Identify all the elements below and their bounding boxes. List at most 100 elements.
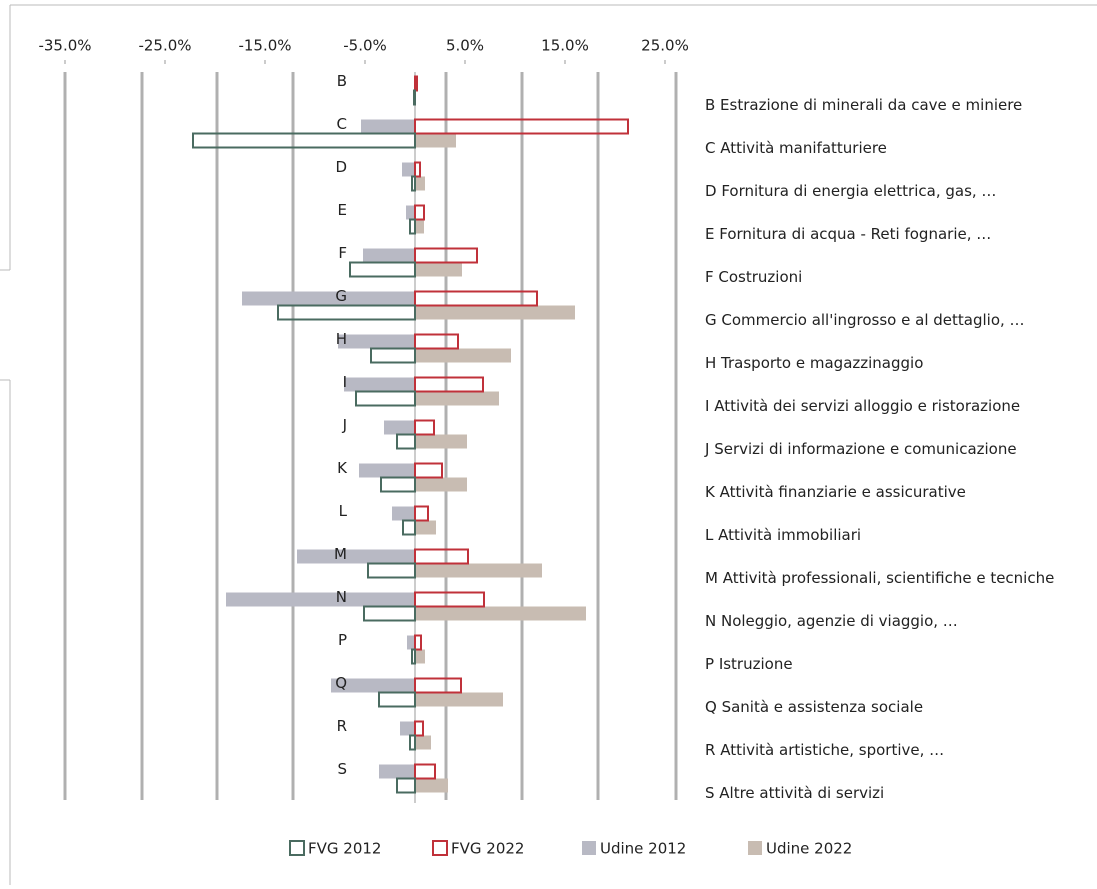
category-description: B Estrazione di minerali da cave e minie… [705,96,1022,114]
category-label: P [338,631,347,649]
bar [226,592,415,607]
bar [355,390,416,407]
category-label: F [338,244,347,262]
bar [415,219,424,234]
category-label: N [336,588,347,606]
bar [414,634,422,651]
bar [414,333,459,350]
x-tick-label: 5.0% [446,37,484,55]
category-description: N Noleggio, agenzie di viaggio, … [705,612,958,630]
bar [392,506,415,521]
bar [380,476,416,493]
bar [415,649,425,664]
bar [413,89,416,106]
category-description: J Servizi di informazione e comunicazion… [704,440,1017,458]
legend-label: FVG 2022 [451,840,524,858]
bar [344,377,415,392]
bar [415,563,542,578]
x-tick-label: -15.0% [238,37,291,55]
category-description: H Trasporto e magazzinaggio [705,354,923,372]
bar [414,720,424,737]
category-label: K [337,459,348,477]
bar [361,119,415,134]
bar [384,420,415,435]
legend-swatch [432,840,448,856]
category-label: M [334,545,347,563]
category-description: F Costruzioni [705,268,802,286]
bar [414,376,484,393]
bar [363,605,416,622]
x-tick-label: 25.0% [641,37,689,55]
bar [331,678,415,693]
category-label: H [336,330,347,348]
bar [367,562,416,579]
legend-label: Udine 2012 [600,840,686,858]
category-label: L [339,502,348,520]
bar [414,462,443,479]
bar [415,778,448,793]
bar [396,433,416,450]
bar [415,477,467,492]
bar [363,248,415,263]
bar [411,648,416,665]
bar [402,519,416,536]
category-label: B [337,72,347,90]
category-label: S [337,760,347,778]
bar [277,304,416,321]
bar [415,133,456,148]
category-description: M Attività professionali, scientifiche e… [705,569,1054,587]
bar [415,520,436,535]
bar [414,75,418,92]
bar [414,505,429,522]
legend-swatch [748,841,762,855]
category-label: D [335,158,347,176]
bar [414,591,485,608]
bar [400,721,415,736]
bar [414,763,436,780]
x-tick-label: -35.0% [38,37,91,55]
bar [192,132,416,149]
bar [396,777,416,794]
legend-swatch [289,840,305,856]
category-label: R [337,717,347,735]
bar [415,692,503,707]
bar [402,162,415,177]
bar [370,347,416,364]
bar [407,635,415,650]
bar [378,691,416,708]
category-label: G [335,287,347,305]
bar [415,305,575,320]
bar [414,677,462,694]
category-description: P Istruzione [705,655,793,673]
bar [338,334,415,349]
bar [415,735,431,750]
bar [415,606,586,621]
legend-label: Udine 2022 [766,840,852,858]
category-description: R Attività artistiche, sportive, … [705,741,944,759]
category-description: C Attività manifatturiere [705,139,887,157]
category-label: I [343,373,347,391]
category-label: C [337,115,347,133]
bar [379,764,415,779]
bar [415,348,511,363]
category-description: E Fornitura di acqua - Reti fognarie, … [705,225,991,243]
bar [414,204,425,221]
bar [409,218,416,235]
bar [409,734,416,751]
category-description: Q Sanità e assistenza sociale [705,698,923,716]
bar [415,262,462,277]
category-description: I Attività dei servizi alloggio e ristor… [705,397,1020,415]
bar [414,247,478,264]
bar [414,161,421,178]
bar [414,419,435,436]
bar [359,463,415,478]
bar [414,118,629,135]
bar [349,261,416,278]
category-description: D Fornitura di energia elettrica, gas, … [705,182,996,200]
legend-label: FVG 2012 [308,840,381,858]
bar [411,175,416,192]
category-description: S Altre attività di servizi [705,784,884,802]
category-description: G Commercio all'ingrosso e al dettaglio,… [705,311,1025,329]
bar [406,205,415,220]
